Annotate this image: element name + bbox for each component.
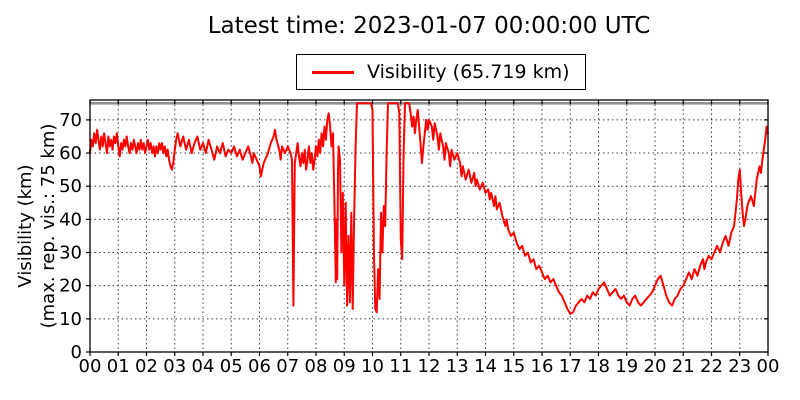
y-tick-label: 70 [59, 110, 82, 131]
x-tick-label: 18 [587, 356, 610, 377]
x-tick-label: 20 [644, 356, 667, 377]
y-tick-label: 30 [59, 243, 82, 264]
x-tick-label: 15 [502, 356, 525, 377]
x-tick-label: 00 [79, 356, 102, 377]
x-tick-label: 14 [474, 356, 497, 377]
y-tick-label: 10 [59, 309, 82, 330]
y-tick-label: 60 [59, 143, 82, 164]
x-tick-label: 13 [446, 356, 469, 377]
legend-label: Visibility (65.719 km) [367, 61, 570, 83]
y-tick-label: 50 [59, 176, 82, 197]
x-tick-label: 04 [192, 356, 215, 377]
x-tick-label: 11 [389, 356, 412, 377]
x-tick-label: 16 [531, 356, 554, 377]
y-tick-label: 20 [59, 276, 82, 297]
x-tick-label: 19 [615, 356, 638, 377]
y-tick-label: 40 [59, 209, 82, 230]
x-tick-label: 12 [418, 356, 441, 377]
x-tick-label: 06 [248, 356, 271, 377]
x-tick-label: 07 [276, 356, 299, 377]
chart-title: Latest time: 2023-01-07 00:00:00 UTC [207, 13, 651, 39]
x-tick-label: 02 [135, 356, 158, 377]
x-tick-label: 03 [163, 356, 186, 377]
visibility-line [89, 102, 769, 315]
x-tick-label: 21 [672, 356, 695, 377]
x-tick-label: 05 [220, 356, 243, 377]
y-tick-label: 0 [71, 342, 82, 363]
x-tick-label: 00 [757, 356, 780, 377]
x-tick-label: 01 [107, 356, 130, 377]
x-tick-label: 08 [305, 356, 328, 377]
x-tick-label: 17 [559, 356, 582, 377]
x-tick-label: 22 [700, 356, 723, 377]
x-tick-label: 23 [728, 356, 751, 377]
legend-line-swatch [312, 70, 354, 74]
legend: Visibility (65.719 km) [296, 54, 586, 90]
x-tick-label: 09 [333, 356, 356, 377]
x-tick-label: 10 [361, 356, 384, 377]
